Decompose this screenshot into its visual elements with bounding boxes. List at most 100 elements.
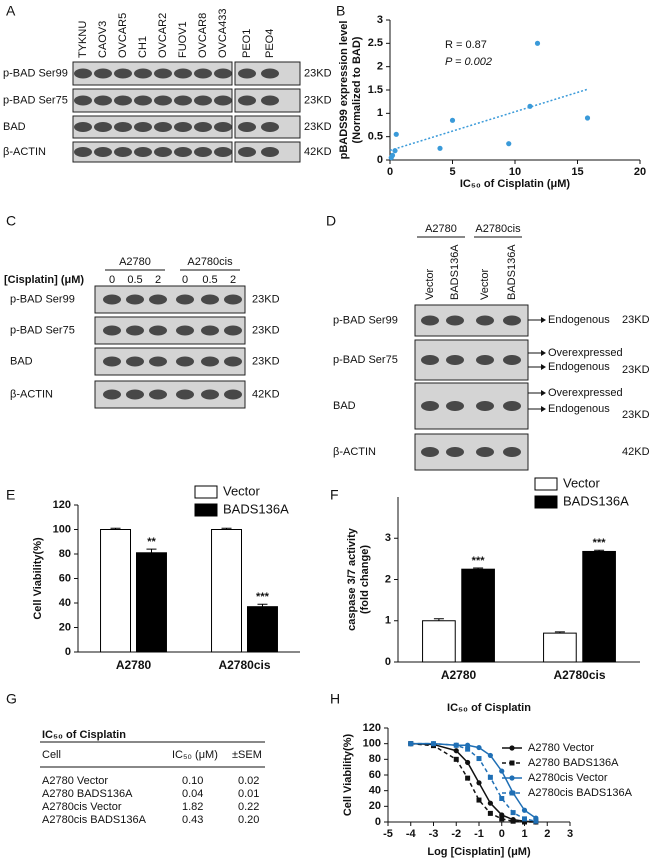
blot-band — [103, 356, 121, 367]
point — [584, 115, 591, 121]
series-line — [410, 742, 536, 823]
row-label: p-BAD Ser99 — [10, 293, 75, 305]
error-bar — [257, 603, 268, 607]
arrow-head — [541, 364, 546, 370]
arrow-head — [541, 390, 546, 396]
y-tick-label: 1 — [377, 107, 383, 119]
table-cell: 0.43 — [182, 814, 203, 826]
blot-band — [114, 122, 132, 132]
legend-label: A2780cis Vector — [528, 772, 608, 784]
blot-band — [149, 389, 167, 400]
size-label: 23KD — [304, 67, 332, 79]
band-annotation: Endogenous — [548, 314, 610, 326]
y-tick-label: 1.5 — [368, 84, 383, 96]
row-label: p-BAD Ser99 — [333, 314, 398, 326]
blot-band — [421, 447, 439, 457]
y-tick-label: 3 — [385, 532, 391, 544]
legend-marker — [509, 760, 515, 766]
x-tick-label: 0 — [499, 828, 505, 840]
blot-band — [214, 95, 232, 106]
blot-band — [238, 95, 256, 106]
marker — [465, 742, 471, 748]
error-bar — [554, 631, 565, 634]
table-header: ±SEM — [232, 749, 262, 761]
x-tick-label: 1 — [521, 828, 527, 840]
blot-band — [421, 315, 439, 326]
blot-band — [176, 389, 194, 400]
panel-label: C — [6, 213, 16, 229]
blot-band — [126, 325, 144, 336]
marker — [465, 759, 471, 766]
blot-band — [238, 122, 256, 132]
x-axis-label: Log [Cisplatin] (μM) — [427, 846, 531, 858]
panel-label: H — [330, 691, 340, 707]
blot-band — [134, 68, 152, 79]
size-label: 23KD — [622, 314, 650, 326]
legend-label: Vector — [223, 483, 261, 498]
lane-label: FUOV1 — [177, 21, 189, 58]
annotation: P = 0.002 — [445, 56, 492, 68]
y-tick-label: 60 — [59, 572, 71, 584]
panel-label: A — [6, 3, 16, 19]
table-cell: A2780 BADS136A — [42, 788, 133, 800]
blot-band — [176, 325, 194, 336]
row-label: p-BAD Ser75 — [333, 354, 398, 366]
y-axis-label: (fold change) — [359, 545, 371, 614]
legend-label: A2780 Vector — [528, 742, 594, 754]
marker — [487, 800, 493, 806]
marker — [465, 746, 471, 752]
row-label: p-BAD Ser75 — [3, 94, 68, 106]
marker — [453, 748, 459, 754]
blot-band — [174, 95, 192, 106]
legend-label: BADS136A — [223, 501, 289, 516]
table-cell: 0.01 — [238, 788, 259, 800]
lane-label: PEO4 — [264, 29, 276, 58]
blot-band — [476, 355, 494, 365]
lane-label: TYKNU — [77, 21, 89, 58]
blot-band — [238, 68, 256, 79]
blot-band — [174, 122, 192, 132]
error-bar — [221, 527, 232, 530]
y-tick-label: 40 — [369, 785, 381, 797]
panel-label: G — [6, 691, 17, 707]
series-line — [410, 742, 537, 822]
marker — [453, 756, 459, 762]
blot-band — [224, 356, 242, 367]
dose-label: 2 — [155, 274, 161, 286]
marker — [499, 796, 505, 801]
marker — [431, 741, 436, 747]
legend-swatch — [194, 503, 218, 517]
x-tick-label: 0 — [387, 166, 393, 178]
blot-band — [176, 356, 194, 367]
dose-label: 0.5 — [127, 274, 142, 286]
lane-label: BADS136A — [506, 244, 518, 300]
marker — [465, 775, 471, 781]
table-cell: A2780cis BADS136A — [42, 814, 147, 826]
blot-band — [224, 389, 242, 400]
point — [449, 117, 456, 123]
error-bar — [473, 567, 484, 570]
x-tick-label: -4 — [406, 828, 417, 840]
bar — [582, 550, 616, 663]
blot-band — [421, 401, 439, 411]
blot-band — [194, 95, 212, 106]
y-tick-label: 80 — [59, 548, 71, 560]
group-label: A2780cis — [187, 256, 233, 268]
blot-band — [134, 95, 152, 106]
significance: *** — [472, 555, 486, 567]
size-label: 23KD — [304, 121, 332, 133]
row-label: β-ACTIN — [10, 388, 53, 400]
blot-band — [261, 147, 279, 157]
marker — [522, 816, 527, 822]
marker — [510, 810, 516, 816]
blot-band — [224, 325, 242, 336]
point — [506, 141, 512, 147]
blot-band — [201, 389, 219, 400]
blot-band — [503, 315, 521, 326]
size-label: 42KD — [304, 146, 332, 158]
blot-band — [154, 68, 172, 79]
lane-label: PEO1 — [241, 29, 253, 58]
bar — [543, 632, 577, 663]
lane-label: Vector — [424, 268, 436, 300]
bar — [211, 529, 243, 653]
